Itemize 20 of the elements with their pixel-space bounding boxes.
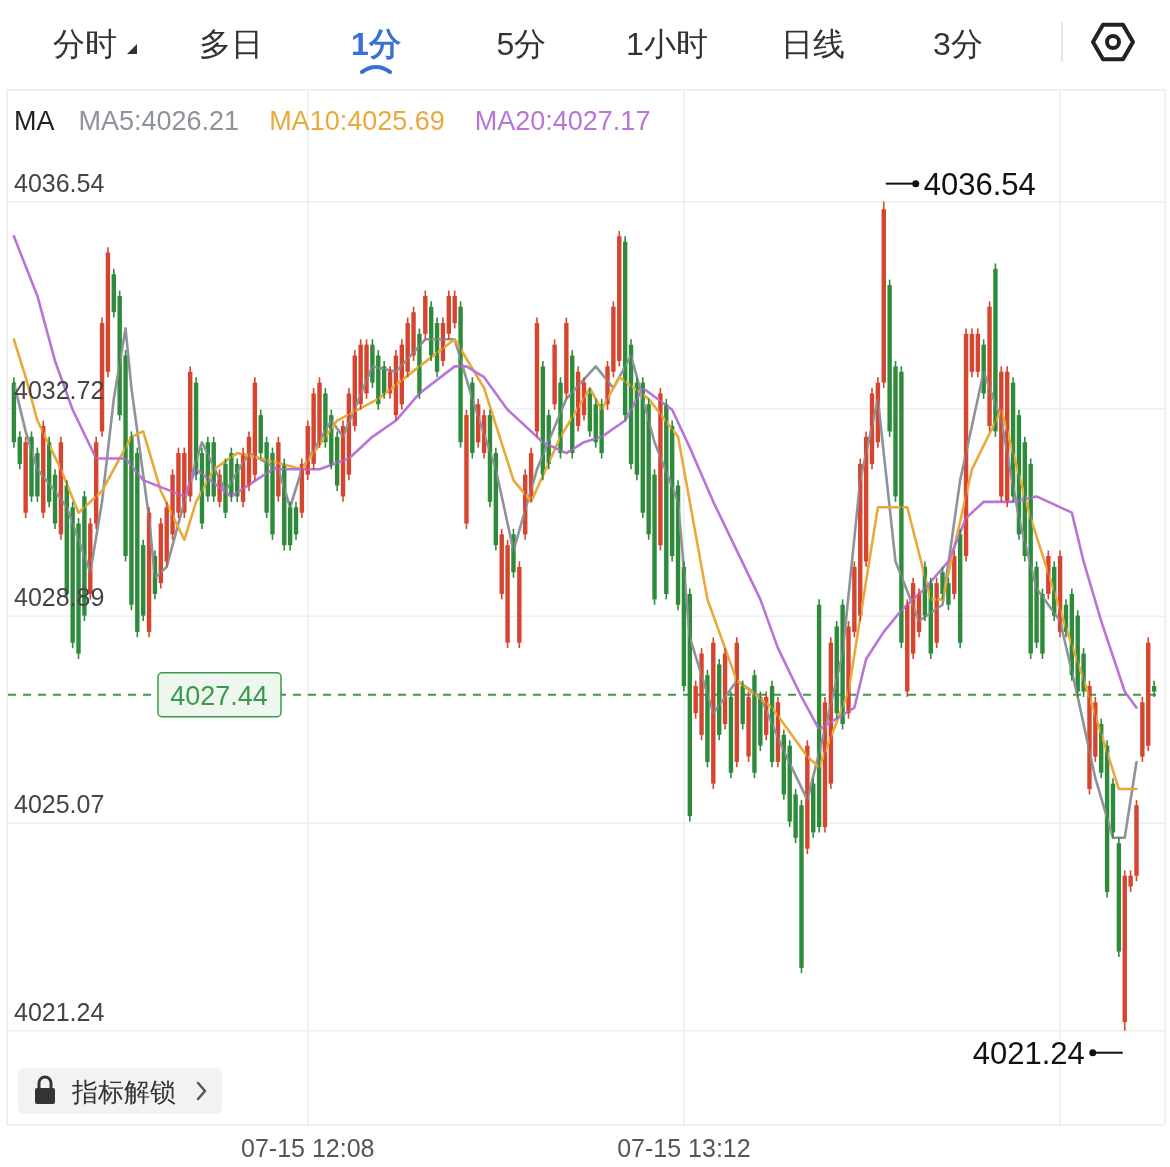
annotation: 指标解锁: [71, 1077, 176, 1107]
text: 3分: [933, 26, 983, 62]
text: 日线: [780, 26, 845, 62]
ref-line-label: 4027.44: [170, 680, 268, 711]
annotation: 4036.54: [923, 166, 1036, 202]
y-tick-label: 4025.07: [14, 790, 105, 819]
legend-title: MA: [14, 106, 55, 136]
annotation: 4021.24: [972, 1035, 1085, 1071]
text: MA5:4026.21: [78, 106, 240, 136]
text: MA20:4027.17: [474, 106, 651, 136]
x-tick-label: 07-15 12:08: [241, 1134, 375, 1162]
y-tick-label: 4036.54: [14, 168, 105, 197]
text: 多日: [198, 26, 263, 62]
text: 1分: [351, 26, 401, 62]
y-tick-label: 4021.24: [14, 997, 105, 1026]
text: 5分: [496, 26, 547, 62]
text: MA10:4025.69: [269, 106, 445, 136]
x-tick-label: 07-15 13:12: [617, 1134, 751, 1162]
text: 1小时: [626, 26, 708, 62]
text: 分时: [53, 26, 117, 62]
